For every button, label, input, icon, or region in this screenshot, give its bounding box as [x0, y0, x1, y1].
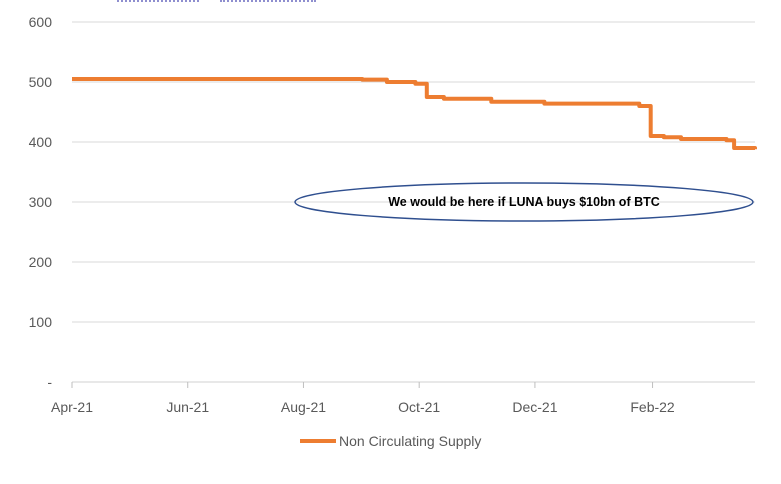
x-tick-label: Oct-21 — [398, 399, 440, 415]
x-tick-label: Jun-21 — [166, 399, 209, 415]
x-tick-label: Aug-21 — [281, 399, 326, 415]
gridlines — [72, 21, 755, 323]
y-tick-label: 600 — [29, 14, 53, 30]
x-axis-ticks: Apr-21 Jun-21 Aug-21 Oct-21 Dec-21 Feb-22 — [51, 382, 675, 415]
x-tick-label: Feb-22 — [630, 399, 675, 415]
y-tick-label: 300 — [29, 194, 53, 210]
top-dotted-marker — [220, 0, 316, 5]
y-tick-label: 500 — [29, 74, 53, 90]
annotation-text: We would be here if LUNA buys $10bn of B… — [388, 195, 660, 209]
series-group — [72, 77, 757, 150]
y-tick-label: 400 — [29, 134, 53, 150]
annotation-ellipse — [294, 182, 754, 222]
series-line-non-circulating-supply — [72, 77, 757, 150]
x-tick-label: Apr-21 — [51, 399, 93, 415]
annotation-group: We would be here if LUNA buys $10bn of B… — [294, 182, 754, 222]
top-dotted-marker — [117, 0, 199, 5]
x-tick-label: Dec-21 — [512, 399, 557, 415]
y-tick-label: 200 — [29, 254, 53, 270]
y-tick-label: 100 — [29, 314, 53, 330]
legend: Non Circulating Supply — [300, 433, 481, 449]
legend-label: Non Circulating Supply — [339, 433, 481, 449]
y-axis-ticks: - 100 200 300 400 500 600 — [29, 14, 53, 390]
y-tick-label: - — [47, 374, 52, 390]
